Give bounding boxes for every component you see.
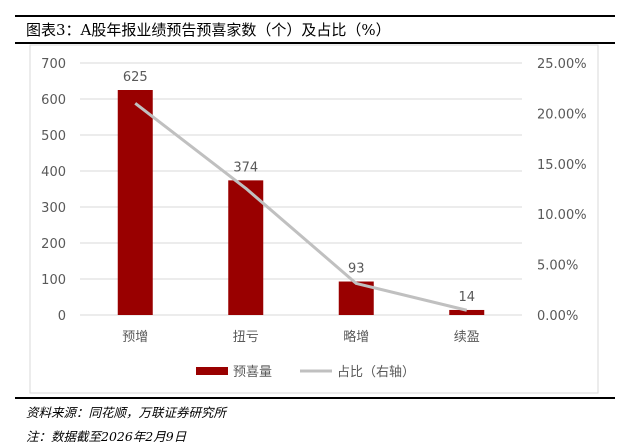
y-tick-label: 700: [41, 57, 66, 72]
y2-tick-label: 15.00%: [537, 158, 587, 173]
x-tick-label: 续盈: [454, 330, 480, 345]
source-note: 资料来源：同花顺，万联证券研究所: [26, 405, 227, 420]
data-label: 374: [233, 160, 258, 175]
x-tick-label: 扭亏: [233, 330, 259, 345]
date-note: 注：数据截至2026年2月9日: [26, 429, 187, 444]
bar: [228, 180, 264, 315]
share-line: [134, 102, 468, 312]
title-rule: [15, 42, 615, 44]
x-tick-label: 略增: [343, 329, 369, 345]
y-tick-label: 0: [58, 309, 66, 324]
figure-title: 图表3：A股年报业绩预告预喜家数（个）及占比（%）: [26, 21, 391, 39]
bar: [449, 309, 485, 315]
y2-tick-label: 0.00%: [537, 309, 578, 324]
top-rule: [15, 15, 615, 17]
legend-bar-label: 预喜量: [233, 365, 272, 380]
y-tick-label: 500: [41, 129, 66, 144]
legend-bar-swatch: [196, 367, 228, 375]
y2-tick-label: 20.00%: [537, 107, 587, 122]
y2-tick-label: 5.00%: [537, 259, 578, 274]
y-tick-label: 300: [41, 201, 66, 216]
y-tick-label: 600: [41, 93, 66, 108]
x-tick-label: 预增: [122, 330, 148, 345]
bottom-rule: [15, 397, 615, 399]
chart-frame: [29, 44, 599, 394]
legend-line-label: 占比（右轴）: [337, 365, 415, 380]
data-label: 625: [123, 70, 148, 85]
data-label: 93: [348, 262, 365, 277]
y2-tick-label: 25.00%: [537, 57, 587, 72]
bar: [117, 90, 153, 315]
y2-tick-label: 10.00%: [537, 208, 587, 223]
y-tick-label: 100: [41, 273, 66, 288]
y-tick-label: 400: [41, 165, 66, 180]
data-label: 14: [458, 290, 475, 305]
y-tick-label: 200: [41, 237, 66, 252]
